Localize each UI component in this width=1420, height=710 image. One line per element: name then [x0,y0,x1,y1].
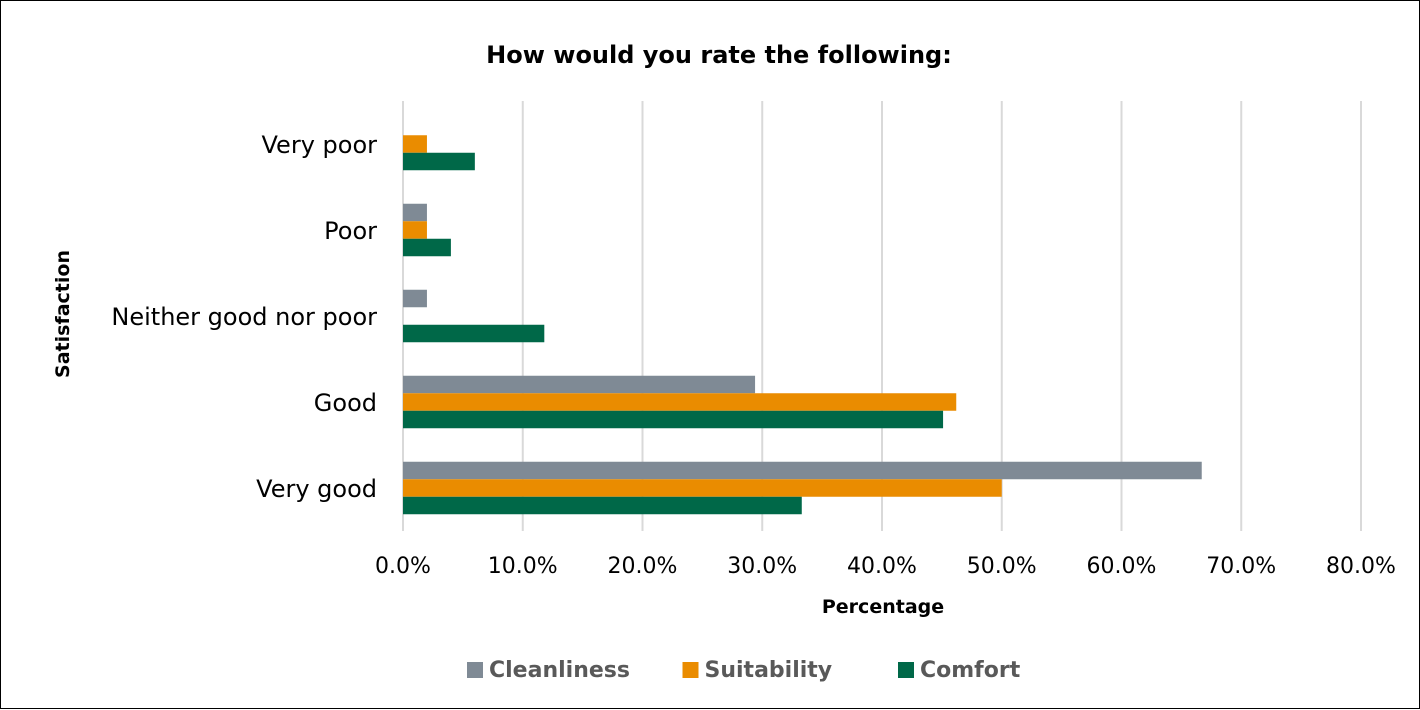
legend-swatch-comfort [898,662,914,678]
legend-label-comfort: Comfort [920,658,1021,683]
y-axis-label: Satisfaction [52,250,74,378]
bar-suitability-1 [403,221,427,239]
bar-comfort-1 [403,238,451,257]
x-tick-label: 10.0% [488,554,558,579]
x-tick-label: 70.0% [1206,554,1276,579]
category-label: Very good [256,475,377,503]
x-tick-labels: 0.0% 10.0% 20.0% 30.0% 40.0% 50.0% 60.0% 70.0% 8… [375,554,1396,579]
legend-label-suitability: Suitability [705,658,833,683]
x-tick-label: 40.0% [847,554,917,579]
bar-comfort-3 [403,410,944,429]
bar-comfort-4 [403,496,802,515]
x-tick-label: 60.0% [1087,554,1157,579]
x-tick-label: 30.0% [727,554,797,579]
bar-suitability-4 [403,479,1002,497]
category-label: Poor [324,217,377,245]
gridlines [402,101,1362,531]
legend-label-cleanliness: Cleanliness [489,658,630,683]
x-tick-label: 20.0% [608,554,678,579]
bar-cleanliness-2 [403,289,427,308]
x-axis-label: Percentage [822,596,944,618]
bar-cleanliness-3 [403,375,756,394]
bar-suitability-3 [403,393,957,411]
chart-title: How would you rate the following: [486,41,952,69]
bar-comfort-0 [403,152,475,171]
bar-cleanliness-1 [403,203,427,222]
bars [403,135,1202,515]
category-label: Very poor [262,131,378,159]
category-label: Neither good nor poor [111,303,377,331]
legend: Cleanliness Suitability Comfort [467,658,1021,683]
bar-suitability-0 [403,135,427,153]
legend-swatch-suitability [682,662,699,678]
legend-swatch-cleanliness [467,662,483,678]
x-tick-label: 0.0% [375,554,431,579]
bar-cleanliness-4 [403,461,1202,480]
category-label: Good [314,389,377,417]
x-tick-label: 50.0% [967,554,1037,579]
bar-comfort-2 [403,324,545,343]
category-labels: Very poor Poor Neither good nor poor Good Ve… [111,131,377,503]
x-tick-label: 80.0% [1326,554,1396,579]
